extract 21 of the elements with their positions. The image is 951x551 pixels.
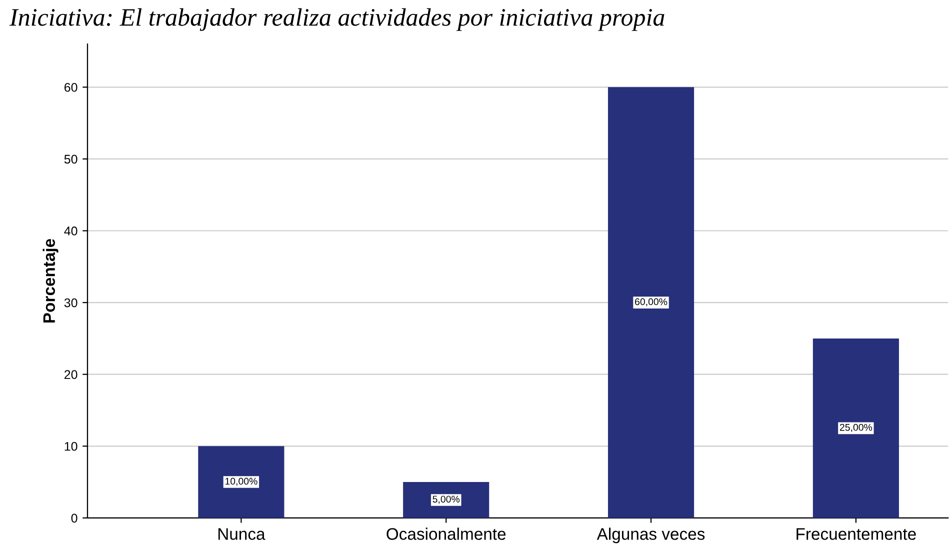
x-tick-label: Algunas veces bbox=[596, 528, 705, 544]
bar bbox=[608, 87, 694, 518]
y-tick-label: 40 bbox=[64, 226, 78, 236]
data-label: 5,00% bbox=[432, 496, 460, 504]
bar bbox=[812, 338, 899, 518]
chart-title: Iniciativa: El trabajador realiza actividades por iniciativa propia bbox=[9, 8, 664, 31]
y-tick-label: 10 bbox=[64, 442, 78, 451]
data-label: 25,00% bbox=[840, 424, 872, 432]
x-tick-label: Frecuentemente bbox=[796, 528, 916, 540]
y-tick-label: 50 bbox=[64, 154, 78, 164]
x-tick-label: Nunca bbox=[218, 528, 266, 540]
y-tick-label: 30 bbox=[64, 298, 78, 308]
bar bbox=[198, 446, 284, 518]
y-tick-label: 60 bbox=[64, 82, 78, 92]
y-tick-label: 20 bbox=[64, 370, 78, 379]
y-tick-label: 0 bbox=[71, 514, 78, 523]
x-tick-label: Ocasionalmente bbox=[386, 528, 506, 540]
data-label: 60,00% bbox=[635, 298, 668, 306]
y-axis-title: Porcentaje bbox=[42, 238, 58, 323]
bar bbox=[403, 482, 490, 518]
data-label: 10,00% bbox=[225, 478, 258, 486]
